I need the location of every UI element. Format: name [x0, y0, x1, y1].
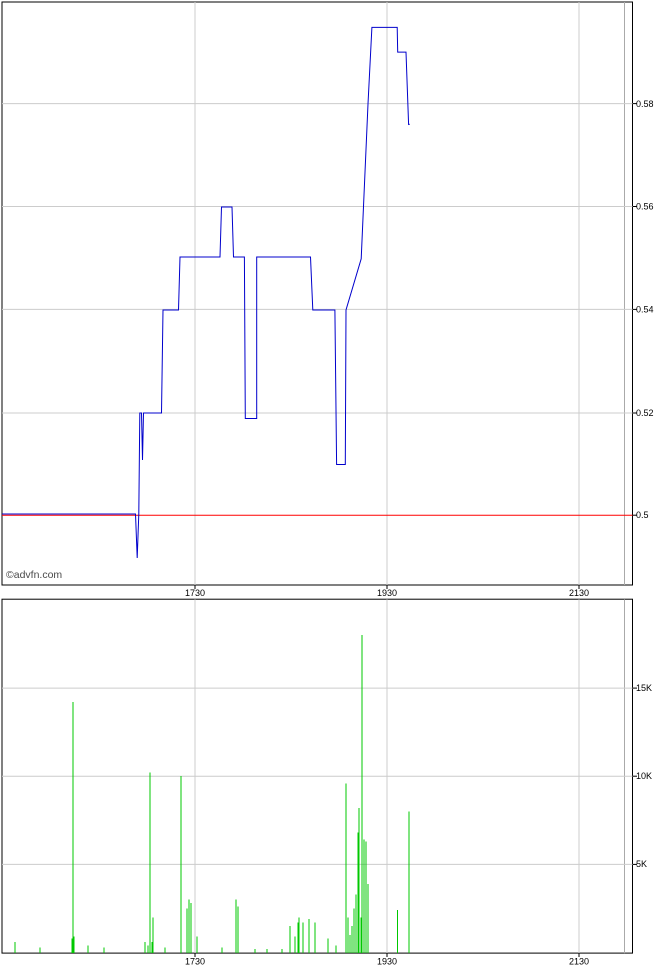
svg-text:0.54: 0.54 [636, 305, 654, 315]
svg-text:1930: 1930 [377, 957, 397, 967]
svg-text:1730: 1730 [185, 588, 205, 598]
svg-text:10K: 10K [636, 771, 652, 781]
svg-text:2130: 2130 [569, 588, 589, 598]
svg-text:©advfn.com: ©advfn.com [6, 569, 62, 581]
svg-text:0.56: 0.56 [636, 202, 654, 212]
svg-text:0.5: 0.5 [636, 510, 649, 520]
svg-text:5K: 5K [636, 859, 647, 869]
svg-text:15K: 15K [636, 683, 652, 693]
svg-text:1930: 1930 [377, 588, 397, 598]
svg-text:0.52: 0.52 [636, 408, 654, 418]
svg-text:2130: 2130 [569, 957, 589, 967]
svg-text:0.58: 0.58 [636, 99, 654, 109]
svg-text:1730: 1730 [185, 957, 205, 967]
